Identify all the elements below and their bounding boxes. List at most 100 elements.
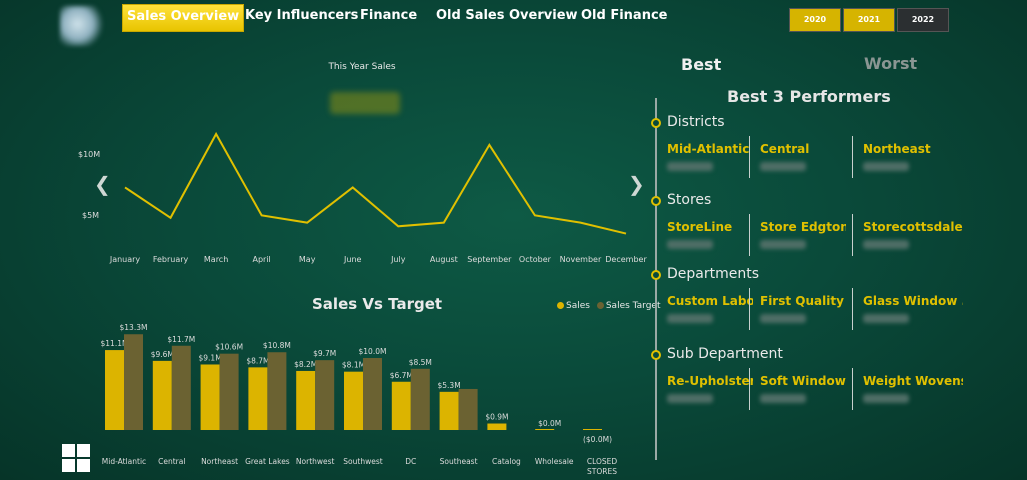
x-tick-label: February	[153, 255, 189, 264]
performer-item[interactable]: Mid-Atlantic	[667, 142, 750, 156]
performer-value	[863, 240, 909, 249]
target-bar[interactable]	[410, 368, 430, 430]
x-tick-label: November	[560, 255, 602, 264]
line-chart-title: This Year Sales	[328, 62, 396, 72]
legend-sales: Sales	[566, 301, 590, 311]
category-label: Southeast	[440, 457, 478, 466]
year-2022-button[interactable]: 2022	[897, 8, 949, 32]
sales-bar[interactable]	[487, 423, 507, 430]
line-chart: $10M $5M January February March April May Jun…	[78, 131, 647, 264]
performer-value	[760, 314, 806, 323]
bar-data-label: $10.8M	[263, 341, 291, 350]
timeline-dot	[651, 350, 661, 360]
sales-bar[interactable]	[583, 429, 602, 430]
group-name-1: Stores	[667, 192, 712, 208]
category-label: Mid-Atlantic	[102, 457, 146, 466]
tab-old-sales-overview[interactable]: Old Sales Overview	[436, 8, 578, 23]
category-label: Wholesale	[535, 457, 574, 466]
year-2021-button[interactable]: 2021	[843, 8, 895, 32]
sales-bar[interactable]	[105, 350, 124, 430]
windows-icon	[62, 444, 90, 472]
y-tick-10m: $10M	[78, 150, 100, 159]
category-label: DC	[405, 457, 416, 466]
bar-chart-legend: Sales Sales Target	[557, 301, 661, 311]
best-toggle[interactable]: Best	[681, 55, 722, 74]
bar-chart: $11.1M $13.3M Mid-Atlantic $9.6M $11.7M Centr…	[101, 323, 618, 476]
sales-bar[interactable]	[535, 429, 555, 430]
target-bar[interactable]	[124, 334, 143, 430]
tab-sales-overview[interactable]: Sales Overview	[122, 4, 245, 32]
bar-data-label: $5.3M	[438, 381, 461, 390]
x-tick-label: October	[519, 255, 552, 264]
group-name-0: Districts	[667, 114, 725, 130]
bar-data-label: $9.6M	[151, 350, 174, 359]
bar-data-label: $8.5M	[409, 358, 432, 367]
performer-item[interactable]: Weight Wovens	[863, 374, 963, 388]
bar-chart-title: Sales Vs Target	[312, 295, 443, 313]
performer-item[interactable]: Re-Upholstery	[667, 374, 753, 388]
performer-value	[863, 394, 909, 403]
bar-data-label: $11.7M	[167, 335, 195, 344]
target-bar[interactable]	[458, 388, 478, 430]
sales-bar[interactable]	[248, 367, 268, 430]
performer-value	[667, 162, 713, 171]
category-label: STORES	[587, 467, 617, 476]
sales-line	[124, 131, 627, 235]
legend-dot-sales	[557, 302, 564, 309]
bar-data-label: $13.3M	[120, 323, 148, 332]
item-separator	[749, 214, 750, 256]
bar-data-label: $9.7M	[313, 349, 336, 358]
performer-item[interactable]: Store Edgton	[760, 220, 846, 234]
performer-item[interactable]: Custom Labor	[667, 294, 753, 308]
tab-key-influencers[interactable]: Key Influencers	[245, 8, 359, 23]
sales-bar[interactable]	[200, 364, 220, 430]
item-separator	[749, 368, 750, 410]
bar-data-label: $6.7M	[390, 371, 413, 380]
performer-value	[863, 314, 909, 323]
performer-item[interactable]: Glass Window ...	[863, 294, 963, 308]
timeline-dot	[651, 118, 661, 128]
target-bar[interactable]	[267, 352, 287, 430]
x-tick-label: March	[204, 255, 228, 264]
legend-target: Sales Target	[605, 301, 661, 311]
bar-data-label: $0.0M	[538, 419, 561, 428]
sales-bar[interactable]	[391, 381, 411, 430]
y-tick-5m: $5M	[82, 211, 99, 220]
chevron-left-icon[interactable]: ❮	[94, 172, 111, 196]
tab-old-finance[interactable]: Old Finance	[581, 8, 668, 23]
item-separator	[852, 136, 853, 178]
worst-toggle[interactable]: Worst	[864, 54, 918, 73]
x-tick-label: August	[430, 255, 458, 264]
bar-data-label: $10.6M	[215, 343, 243, 352]
sales-bar[interactable]	[344, 371, 363, 430]
target-bar[interactable]	[315, 360, 335, 430]
sales-bar[interactable]	[296, 370, 316, 430]
chevron-right-icon[interactable]: ❯	[628, 172, 645, 196]
total-sales-value	[330, 92, 400, 114]
bar-data-label: $0.9M	[485, 413, 508, 422]
target-bar[interactable]	[171, 345, 191, 430]
performer-item[interactable]: Storecottsdale	[863, 220, 963, 234]
performer-item[interactable]: StoreLine	[667, 220, 733, 234]
x-tick-label: April	[252, 255, 270, 264]
legend-dot-target	[596, 302, 604, 309]
performer-item[interactable]: Soft Window ...	[760, 374, 846, 388]
performer-item[interactable]: First Quality	[760, 294, 844, 308]
year-2020-button[interactable]: 2020	[789, 8, 841, 32]
performer-item[interactable]: Northeast	[863, 142, 931, 156]
bar-data-label: ($0.0M)	[583, 435, 612, 444]
sales-bar[interactable]	[439, 391, 459, 430]
sales-bar[interactable]	[152, 360, 172, 430]
item-separator	[852, 368, 853, 410]
timeline-dot	[651, 270, 661, 280]
tab-finance[interactable]: Finance	[360, 8, 418, 23]
company-logo	[60, 6, 104, 46]
target-bar[interactable]	[219, 353, 239, 430]
performer-item[interactable]: Central	[760, 142, 810, 156]
category-label: Northwest	[296, 457, 335, 466]
category-label: Great Lakes	[245, 457, 290, 466]
item-separator	[852, 288, 853, 330]
timeline-dot	[651, 196, 661, 206]
performer-value	[667, 240, 713, 249]
target-bar[interactable]	[363, 358, 382, 430]
